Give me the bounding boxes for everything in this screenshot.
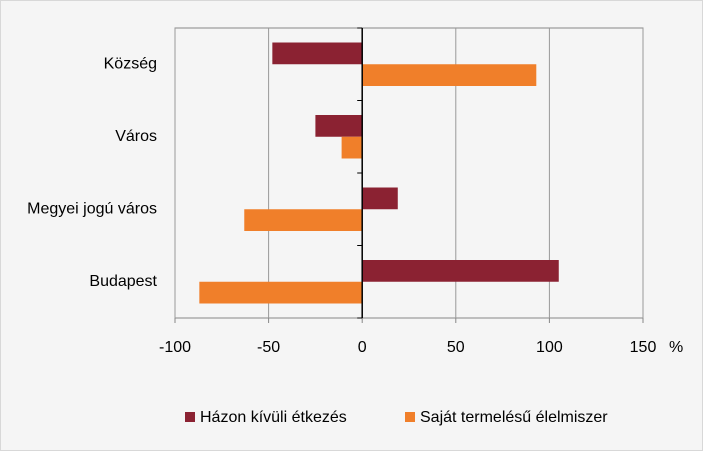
legend-swatch xyxy=(405,412,415,422)
x-tick-label: 0 xyxy=(358,339,367,356)
y-tick-label: Város xyxy=(115,128,157,145)
bar xyxy=(362,64,537,86)
x-tick-label: 50 xyxy=(447,339,465,356)
bar xyxy=(362,260,559,282)
x-tick-label: 150 xyxy=(630,339,657,356)
x-tick-label: 100 xyxy=(536,339,563,356)
x-tick-label: -100 xyxy=(159,339,191,356)
legend-label: Házon kívüli étkezés xyxy=(200,409,347,426)
x-tick-label: -50 xyxy=(257,339,280,356)
bar xyxy=(272,42,363,65)
x-axis-unit: % xyxy=(669,339,683,356)
legend-label: Saját termelésű élelmiszer xyxy=(420,409,608,426)
y-tick-label: Község xyxy=(104,55,157,72)
y-tick-label: Budapest xyxy=(89,273,157,290)
bar xyxy=(362,187,398,210)
bar xyxy=(244,209,363,231)
bar xyxy=(341,136,363,159)
y-tick-label: Megyei jogú város xyxy=(27,200,157,217)
bar xyxy=(315,115,363,137)
bar xyxy=(199,281,363,304)
legend-swatch xyxy=(185,412,195,422)
